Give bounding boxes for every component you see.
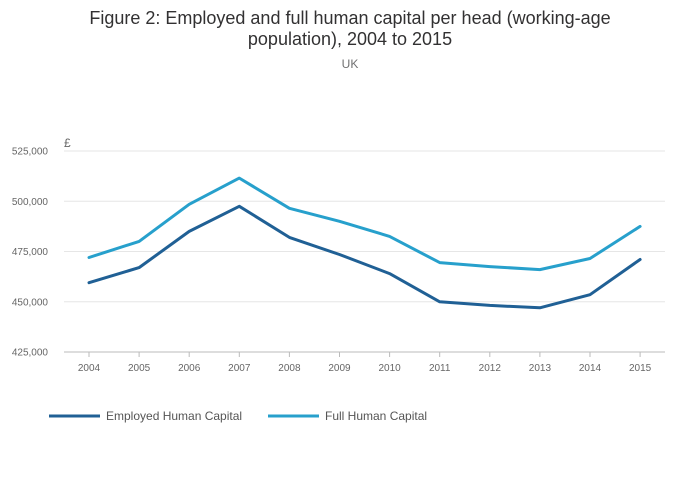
x-tick-label: 2014: [579, 363, 602, 374]
x-tick-label: 2011: [429, 363, 451, 374]
y-tick-label: 475,000: [12, 247, 49, 258]
series-lines: [87, 176, 642, 310]
x-tick-label: 2008: [278, 363, 301, 374]
y-axis-ticks: 425,000 450,000 475,000 500,000 525,000: [12, 147, 49, 359]
x-tick-label: 2004: [78, 363, 101, 374]
x-tick-label: 2007: [228, 363, 251, 374]
y-tick-label: 450,000: [12, 297, 49, 308]
gridlines: [64, 150, 665, 353]
x-tick-label: 2005: [128, 363, 151, 374]
legend-label: Employed Human Capital: [106, 409, 242, 423]
legend: Employed Human Capital Full Human Capital: [49, 409, 427, 423]
chart-title-line-1: Figure 2: Employed and full human capita…: [89, 8, 611, 28]
x-tick-label: 2009: [328, 363, 351, 374]
chart-title: Figure 2: Employed and full human capita…: [0, 8, 700, 50]
x-tick-label: 2010: [378, 363, 401, 374]
x-tick-label: 2012: [479, 363, 502, 374]
series-line-full-human-capital: [87, 176, 642, 272]
y-axis-unit: £: [64, 136, 71, 150]
x-tick-label: 2013: [529, 363, 552, 374]
x-tick-label: 2015: [629, 363, 652, 374]
chart-title-line-2: population), 2004 to 2015: [247, 29, 453, 49]
legend-label: Full Human Capital: [325, 409, 427, 423]
y-tick-label: 425,000: [12, 348, 49, 359]
x-tick-label: 2006: [178, 363, 201, 374]
x-axis-ticks: 2004 2005 2006 2007 2008 2009 2010 2011 2012 2013…: [78, 352, 652, 374]
y-tick-label: 500,000: [12, 197, 49, 208]
y-tick-label: 525,000: [12, 147, 49, 158]
series-line-employed-human-capital: [87, 204, 642, 310]
chart-subtitle: UK: [341, 57, 359, 71]
